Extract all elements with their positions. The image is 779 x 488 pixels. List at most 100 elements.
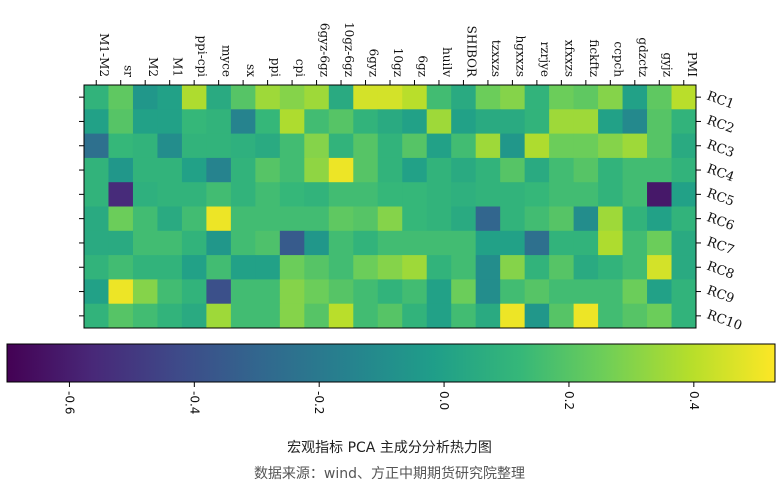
heatmap-cell — [181, 255, 207, 280]
heatmap-cell — [279, 85, 305, 110]
heatmap-cell — [524, 182, 550, 207]
heatmap-cell — [402, 206, 428, 232]
heatmap-cell — [451, 303, 477, 329]
heatmap-cell — [353, 109, 379, 135]
heatmap-cell — [255, 85, 281, 110]
heatmap-cell — [181, 85, 207, 110]
heatmap-cell — [426, 182, 452, 207]
heatmap-cell — [328, 230, 354, 256]
row-label: RC7 — [705, 235, 736, 259]
heatmap-cell — [181, 133, 207, 159]
heatmap-cell — [255, 109, 281, 135]
heatmap-cell — [598, 206, 624, 232]
heatmap-cell — [671, 182, 697, 207]
heatmap-cell — [475, 85, 501, 110]
heatmap-cell — [647, 255, 673, 280]
heatmap-cell — [500, 206, 526, 232]
column-labels: M1-M2 sr M2 M1 ppi-cpi myce sx ppi cpi 6gyz-6gz 10… — [95, 22, 699, 85]
heatmap-cell — [475, 303, 501, 329]
heatmap-cell — [524, 109, 550, 135]
column-label: huilv — [440, 47, 454, 77]
heatmap-cell — [108, 279, 134, 305]
chart-title: 宏观指标 PCA 主成分分析热力图 — [287, 440, 492, 456]
heatmap-cell — [279, 255, 305, 280]
heatmap-cell — [255, 157, 281, 183]
heatmap-cell — [304, 303, 330, 329]
heatmap-cell — [647, 279, 673, 305]
column-label: ccpch — [611, 41, 625, 77]
heatmap-cell — [426, 230, 452, 256]
heatmap-cell — [500, 182, 526, 207]
column-label: PMI — [685, 52, 699, 77]
heatmap-cell — [377, 279, 403, 305]
heatmap-cell — [549, 182, 575, 207]
heatmap-cell — [304, 157, 330, 183]
heatmap-cell — [181, 230, 207, 256]
heatmap-cell — [524, 255, 550, 280]
colorbar-tick-label: -0.6 — [62, 391, 76, 414]
column-label: 10gz — [391, 48, 405, 77]
heatmap-cell — [84, 109, 109, 135]
heatmap-cell — [622, 85, 648, 110]
heatmap-cell — [647, 157, 673, 183]
heatmap-cell — [377, 109, 403, 135]
heatmap-cell — [671, 133, 697, 159]
heatmap-cell — [108, 206, 134, 232]
heatmap-cell — [132, 182, 158, 207]
heatmap-cell — [451, 85, 477, 110]
heatmap-cell — [304, 133, 330, 159]
row-label: RC9 — [705, 283, 736, 307]
heatmap-cell — [475, 157, 501, 183]
heatmap-cell — [549, 85, 575, 110]
heatmap-cell — [230, 255, 256, 280]
heatmap-cell — [206, 109, 232, 135]
heatmap-cell — [549, 206, 575, 232]
heatmap-cell — [157, 109, 183, 135]
heatmap-cell — [549, 157, 575, 183]
column-label: M1-M2 — [97, 33, 111, 77]
heatmap-cell — [500, 85, 526, 110]
heatmap-cell — [157, 230, 183, 256]
heatmap-cell — [230, 157, 256, 183]
heatmap-cell — [500, 303, 526, 329]
heatmap-cell — [402, 109, 428, 135]
heatmap-cell — [230, 182, 256, 207]
heatmap-cell — [598, 303, 624, 329]
heatmap-cell — [500, 230, 526, 256]
heatmap-cell — [647, 133, 673, 159]
column-label: M2 — [146, 57, 160, 77]
heatmap-cell — [328, 303, 354, 329]
heatmap-cell — [279, 109, 305, 135]
heatmap-cell — [622, 206, 648, 232]
heatmap-cell — [671, 109, 697, 135]
colorbar-tick-label: 0.2 — [562, 391, 576, 410]
heatmap-cell — [573, 206, 599, 232]
colorbar-tick-label: 0.0 — [437, 391, 451, 410]
heatmap-cell — [647, 182, 673, 207]
heatmap-cell — [108, 182, 134, 207]
heatmap-cell — [475, 182, 501, 207]
column-label: sr — [122, 65, 136, 77]
column-label: xfxxzs — [562, 40, 576, 77]
heatmap-cell — [255, 303, 281, 329]
heatmap-cell — [132, 255, 158, 280]
heatmap-cell — [157, 133, 183, 159]
heatmap-cell — [84, 303, 109, 329]
heatmap-cell — [255, 230, 281, 256]
heatmap-cell — [328, 157, 354, 183]
colorbar: -0.6 -0.4 -0.2 0.0 0.2 0.4 — [6, 343, 776, 414]
heatmap-cell — [402, 230, 428, 256]
row-label: RC4 — [705, 162, 736, 186]
heatmap-cell — [549, 303, 575, 329]
colorbar-tick-label: -0.2 — [312, 391, 326, 414]
heatmap-cell — [524, 279, 550, 305]
heatmap-cell — [230, 279, 256, 305]
heatmap-cell — [255, 255, 281, 280]
heatmap-cell — [181, 109, 207, 135]
heatmap-cell — [108, 133, 134, 159]
heatmap-cell — [426, 85, 452, 110]
heatmap-cell — [132, 85, 158, 110]
heatmap-cell — [157, 157, 183, 183]
heatmap-cell — [647, 206, 673, 232]
heatmap-cell — [598, 230, 624, 256]
